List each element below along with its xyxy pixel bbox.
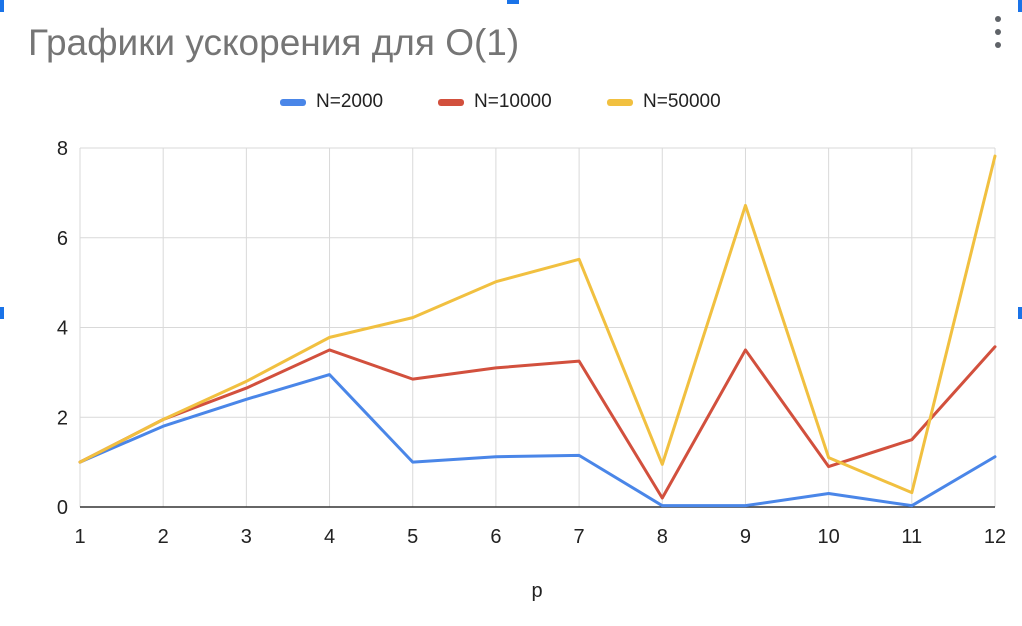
resize-handle-top-right[interactable] xyxy=(1018,0,1022,12)
x-tick-label: 12 xyxy=(984,526,1006,548)
x-tick-label: 10 xyxy=(818,526,840,548)
resize-handle-middle-right[interactable] xyxy=(1018,307,1022,319)
y-tick-label: 6 xyxy=(57,228,68,250)
legend-swatch-n10000 xyxy=(438,98,464,106)
x-tick-label: 9 xyxy=(740,526,751,548)
legend-label-n50000: N=50000 xyxy=(643,91,721,112)
resize-handle-middle-left[interactable] xyxy=(0,307,4,319)
x-axis-label: p xyxy=(531,580,542,602)
y-tick-label: 2 xyxy=(57,407,68,429)
legend-label-n2000: N=2000 xyxy=(316,91,384,112)
legend-label-n10000: N=10000 xyxy=(474,91,552,112)
series-line-n50000 xyxy=(78,154,997,495)
x-tick-label: 5 xyxy=(407,526,418,548)
more-vert-icon[interactable] xyxy=(988,14,1010,50)
resize-handle-top-center[interactable] xyxy=(507,0,519,4)
x-tick-label: 2 xyxy=(158,526,169,548)
x-tick-label: 3 xyxy=(241,526,252,548)
x-tick-label: 4 xyxy=(324,526,335,548)
legend-swatch-n2000 xyxy=(280,98,306,106)
y-tick-label: 8 xyxy=(57,138,68,160)
y-tick-label: 4 xyxy=(57,318,68,340)
resize-handle-top-left[interactable] xyxy=(0,0,4,12)
legend-item-n10000: N=10000 xyxy=(438,88,552,116)
y-tick-label: 0 xyxy=(57,497,68,519)
x-tick-label: 6 xyxy=(490,526,501,548)
legend-swatch-n50000 xyxy=(607,98,633,106)
chart-grid xyxy=(79,147,996,508)
chart-title: Графики ускорения для O(1) xyxy=(28,22,520,63)
x-tick-label: 1 xyxy=(74,526,85,548)
x-tick-label: 11 xyxy=(901,526,922,548)
legend-item-n50000: N=50000 xyxy=(607,88,721,116)
x-tick-label: 7 xyxy=(574,526,585,548)
legend-item-n2000: N=2000 xyxy=(280,88,383,116)
series-line-n2000 xyxy=(78,373,997,508)
chart-legend: N=2000 N=10000 N=50000 xyxy=(0,88,1022,116)
chart-series xyxy=(78,154,997,508)
series-line-n10000 xyxy=(78,345,997,500)
x-tick-label: 8 xyxy=(657,526,668,548)
